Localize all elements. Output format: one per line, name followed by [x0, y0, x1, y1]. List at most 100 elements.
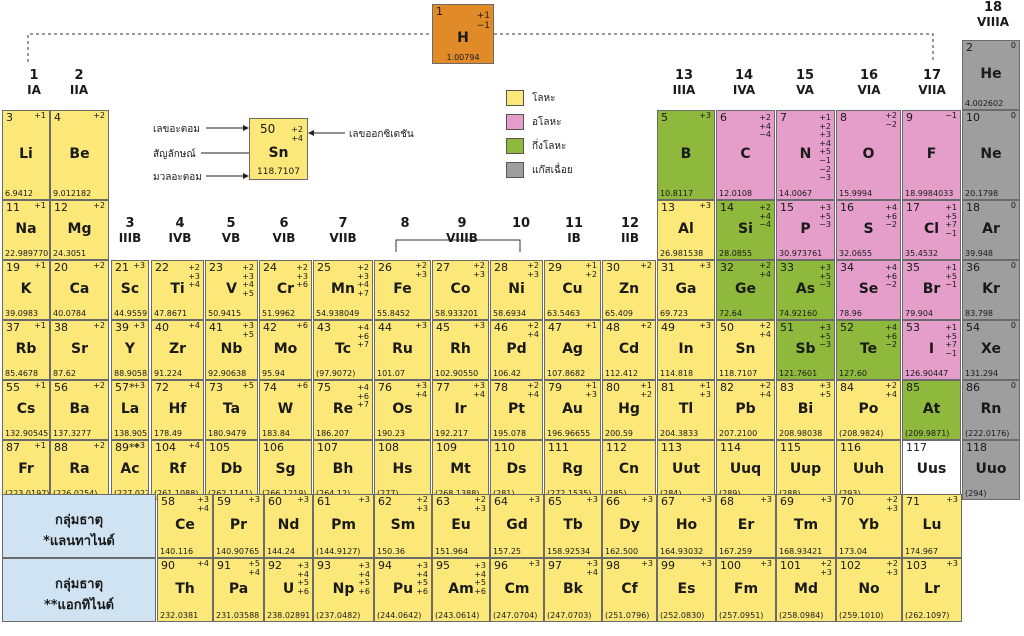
element-V[interactable]: 23 +2 +3 +4 +5 V 50.9415 — [205, 260, 258, 320]
element-S[interactable]: 16 +4 +6 −2 S 32.0655 — [836, 200, 901, 260]
element-Pr[interactable]: 59 +3 Pr 140.90765 — [213, 494, 264, 558]
element-Cs[interactable]: 55 +1 Cs 132.90545 — [2, 380, 50, 440]
element-Am[interactable]: 95 +3 +4 +5 +6 Am (243.0614) — [432, 558, 490, 622]
element-Tb[interactable]: 65 +3 Tb 158.92534 — [544, 494, 602, 558]
element-Es[interactable]: 99 +3 Es (252.0830) — [657, 558, 716, 622]
element-La[interactable]: 57* +3 La 138.9055 — [111, 380, 149, 440]
element-Ni[interactable]: 28 +2 +3 Ni 58.6934 — [490, 260, 543, 320]
element-Co[interactable]: 27 +2 +3 Co 58.933201 — [432, 260, 489, 320]
element-As[interactable]: 33 +3 +5 −3 As 74.92160 — [776, 260, 835, 320]
element-Ac[interactable]: 89**+3 Ac (227.0277) — [111, 440, 149, 500]
element-Ar[interactable]: 18 0 Ar 39.948 — [962, 200, 1020, 260]
element-K[interactable]: 19 +1 K 39.0983 — [2, 260, 50, 320]
element-Zn[interactable]: 30 +2 Zn 65.409 — [602, 260, 656, 320]
element-Uus[interactable]: 117 Uus — [902, 440, 961, 500]
element-No[interactable]: 102 +2 +3 No (259.1010) — [836, 558, 902, 622]
element-Ca[interactable]: 20 +2 Ca 40.0784 — [50, 260, 109, 320]
element-Er[interactable]: 68 +3 Er 167.259 — [716, 494, 776, 558]
element-C[interactable]: 6 +2 +4 −4 C 12.0108 — [716, 110, 775, 200]
element-Cd[interactable]: 48 +2 Cd 112.412 — [602, 320, 656, 380]
element-Kr[interactable]: 36 0 Kr 83.798 — [962, 260, 1020, 320]
element-Fr[interactable]: 87 +1 Fr (223.0197) — [2, 440, 50, 500]
element-Au[interactable]: 79 +1 +3 Au 196.96655 — [544, 380, 601, 440]
element-Ge[interactable]: 32 +2 +4 Ge 72.64 — [716, 260, 775, 320]
element-Cn[interactable]: 112 Cn (285) — [602, 440, 656, 500]
element-Ho[interactable]: 67 +3 Ho 164.93032 — [657, 494, 716, 558]
element-Sg[interactable]: 106 Sg (266.1219) — [259, 440, 312, 500]
element-P[interactable]: 15 +3 +5 −3 P 30.973761 — [776, 200, 835, 260]
element-Li[interactable]: 3 +1 Li 6.9412 — [2, 110, 50, 200]
element-B[interactable]: 5 +3 B 10.8117 — [657, 110, 715, 200]
element-Po[interactable]: 84 +2 +4 Po (208.9824) — [836, 380, 901, 440]
element-Th[interactable]: 90 +4 Th 232.0381 — [157, 558, 213, 622]
element-Lr[interactable]: 103 +3 Lr (262.1097) — [902, 558, 962, 622]
element-Pt[interactable]: 78 +2 +4 Pt 195.078 — [490, 380, 543, 440]
element-Eu[interactable]: 63 +2 +3 Eu 151.964 — [432, 494, 490, 558]
element-Sr[interactable]: 38 +2 Sr 87.62 — [50, 320, 109, 380]
element-Fe[interactable]: 26 +2 +3 Fe 55.8452 — [374, 260, 431, 320]
element-Fm[interactable]: 100 +3 Fm (257.0951) — [716, 558, 776, 622]
element-Sb[interactable]: 51 +3 +5 −3 Sb 121.7601 — [776, 320, 835, 380]
element-Ne[interactable]: 10 0 Ne 20.1798 — [962, 110, 1020, 200]
element-Xe[interactable]: 54 0 Xe 131.294 — [962, 320, 1020, 380]
element-Cf[interactable]: 98 +3 Cf (251.0796) — [602, 558, 657, 622]
element-Nd[interactable]: 60 +3 Nd 144.24 — [264, 494, 313, 558]
element-Bh[interactable]: 107 Bh (264.12) — [313, 440, 373, 500]
element-H[interactable]: 1 +1 −1 H 1.00794 — [432, 4, 494, 64]
element-Nb[interactable]: 41 +3 +5 Nb 92.90638 — [205, 320, 258, 380]
element-Pd[interactable]: 46 +2 +4 Pd 106.42 — [490, 320, 543, 380]
element-Cm[interactable]: 96 +3 Cm (247.0704) — [490, 558, 544, 622]
element-Pb[interactable]: 82 +2 +4 Pb 207.2100 — [716, 380, 775, 440]
element-Se[interactable]: 34 +4 +6 −2 Se 78.96 — [836, 260, 901, 320]
element-Lu[interactable]: 71 +3 Lu 174.967 — [902, 494, 962, 558]
element-Te[interactable]: 52 +4 +6 −2 Te 127.60 — [836, 320, 901, 380]
element-Ag[interactable]: 47 +1 Ag 107.8682 — [544, 320, 601, 380]
element-Bi[interactable]: 83 +3 +5 Bi 208.98038 — [776, 380, 835, 440]
element-Cr[interactable]: 24 +2 +3 +6 Cr 51.9962 — [259, 260, 312, 320]
element-Y[interactable]: 39 +3 Y 88.90585 — [111, 320, 149, 380]
element-Ce[interactable]: 58 +3 +4 Ce 140.116 — [157, 494, 213, 558]
element-F[interactable]: 9 −1 F 18.9984033 — [902, 110, 961, 200]
element-Hs[interactable]: 108 Hs (277) — [374, 440, 431, 500]
element-Sn[interactable]: 50 +2 +4 Sn 118.7107 — [716, 320, 775, 380]
element-Db[interactable]: 105 Db (262.1141) — [205, 440, 258, 500]
element-Pu[interactable]: 94 +3 +4 +5 +6 Pu (244.0642) — [374, 558, 432, 622]
element-Tl[interactable]: 81 +1 +3 Tl 204.3833 — [657, 380, 715, 440]
element-Pm[interactable]: 61 +3 Pm (144.9127) — [313, 494, 374, 558]
element-Rh[interactable]: 45 +3 Rh 102.90550 — [432, 320, 489, 380]
element-Na[interactable]: 11 +1 Na 22.989770 — [2, 200, 50, 260]
element-Ir[interactable]: 77 +3 +4 Ir 192.217 — [432, 380, 489, 440]
element-Ru[interactable]: 44 +3 Ru 101.07 — [374, 320, 431, 380]
element-Rb[interactable]: 37 +1 Rb 85.4678 — [2, 320, 50, 380]
element-I[interactable]: 53 +1 +5 +7 −1 I 126.90447 — [902, 320, 961, 380]
element-Rn[interactable]: 86 0 Rn (222.0176) — [962, 380, 1020, 440]
element-Sm[interactable]: 62 +2 +3 Sm 150.36 — [374, 494, 432, 558]
element-Hf[interactable]: 72 +4 Hf 178.49 — [151, 380, 204, 440]
element-Ds[interactable]: 110 Ds (281) — [490, 440, 543, 500]
element-Hg[interactable]: 80 +1 +2 Hg 200.59 — [602, 380, 656, 440]
element-Md[interactable]: 101 +2 +3 Md (258.0984) — [776, 558, 836, 622]
element-Tc[interactable]: 43 +4 +6 +7 Tc (97.9072) — [313, 320, 373, 380]
element-Tm[interactable]: 69 +3 Tm 168.93421 — [776, 494, 836, 558]
element-N[interactable]: 7 +1 +2 +3 +4 +5 −1 −2 −3 N 14.0067 — [776, 110, 835, 200]
element-Uut[interactable]: 113 Uut (284) — [657, 440, 715, 500]
element-Uuh[interactable]: 116 Uuh (293) — [836, 440, 901, 500]
element-U[interactable]: 92 +3 +4 +5 +6 U 238.02891 — [264, 558, 313, 622]
element-At[interactable]: 85 At (209.9871) — [902, 380, 961, 440]
element-Sc[interactable]: 21 +3 Sc 44.955911 — [111, 260, 149, 320]
element-Rf[interactable]: 104 +4 Rf (261.1088) — [151, 440, 204, 500]
element-Yb[interactable]: 70 +2 +3 Yb 173.04 — [836, 494, 902, 558]
element-Rg[interactable]: 111 Rg (272.1535) — [544, 440, 601, 500]
element-Re[interactable]: 75 +4 +6 +7 Re 186.207 — [313, 380, 373, 440]
element-Pa[interactable]: 91 +5 +4 Pa 231.03588 — [213, 558, 264, 622]
element-Zr[interactable]: 40 +4 Zr 91.224 — [151, 320, 204, 380]
element-Si[interactable]: 14 +2 +4 −4 Si 28.0855 — [716, 200, 775, 260]
element-Gd[interactable]: 64 +3 Gd 157.25 — [490, 494, 544, 558]
element-Bk[interactable]: 97 +3 +4 Bk (247.0703) — [544, 558, 602, 622]
element-Ra[interactable]: 88 +2 Ra (226.0254) — [50, 440, 109, 500]
element-In[interactable]: 49 +3 In 114.818 — [657, 320, 715, 380]
element-Cu[interactable]: 29 +1 +2 Cu 63.5463 — [544, 260, 601, 320]
element-Ta[interactable]: 73 +5 Ta 180.9479 — [205, 380, 258, 440]
element-Mt[interactable]: 109 Mt (268.1388) — [432, 440, 489, 500]
element-O[interactable]: 8 +2 −2 O 15.9994 — [836, 110, 901, 200]
